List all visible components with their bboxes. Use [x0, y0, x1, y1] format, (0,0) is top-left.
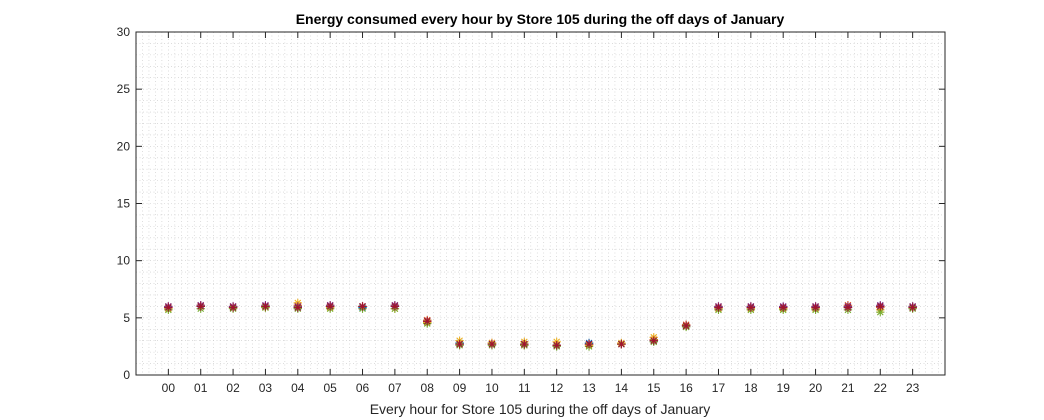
- x-tick-label: 17: [712, 381, 726, 395]
- x-tick-label: 14: [615, 381, 629, 395]
- x-tick-label: 19: [777, 381, 791, 395]
- data-point: [390, 302, 400, 311]
- data-point: [196, 302, 205, 311]
- x-tick-label: 04: [291, 381, 305, 395]
- data-point: [779, 303, 788, 312]
- y-tick-label: 20: [117, 139, 131, 153]
- x-tick-label: 10: [485, 381, 499, 395]
- data-point: [681, 321, 691, 331]
- data-point: [164, 303, 173, 312]
- data-point: [617, 339, 626, 349]
- data-markers: [164, 298, 917, 351]
- x-tick-label: 18: [744, 381, 758, 395]
- x-tick-label: 06: [356, 381, 370, 395]
- data-point: [843, 303, 853, 312]
- x-tick-label: 12: [550, 381, 564, 395]
- data-point: [649, 336, 658, 345]
- y-tick-label: 5: [123, 311, 130, 325]
- x-tick-label: 00: [162, 381, 176, 395]
- axis-ticks: 00 01 02 03 04 05 06 07 08 09 10 11 12 13 14 15 16 17 18 19…: [117, 25, 945, 395]
- data-point: [746, 303, 756, 312]
- series-6: [164, 302, 917, 350]
- x-tick-label: 13: [582, 381, 596, 395]
- data-point: [261, 302, 270, 311]
- x-tick-label: 22: [874, 381, 888, 395]
- x-tick-label: 16: [679, 381, 693, 395]
- data-point: [520, 339, 529, 349]
- data-point: [908, 303, 917, 312]
- y-tick-label: 15: [117, 197, 131, 211]
- data-point: [455, 339, 464, 349]
- x-tick-label: 15: [647, 381, 661, 395]
- x-axis-label: Every hour for Store 105 during the off …: [370, 401, 711, 417]
- y-tick-label: 25: [117, 82, 131, 96]
- x-tick-label: 23: [906, 381, 920, 395]
- data-point: [293, 303, 302, 312]
- y-tick-label: 30: [117, 25, 131, 39]
- x-tick-label: 05: [323, 381, 337, 395]
- data-point: [876, 307, 885, 317]
- x-tick-label: 11: [518, 381, 531, 395]
- x-tick-label: 01: [194, 381, 208, 395]
- data-point: [228, 303, 238, 312]
- x-tick-label: 03: [259, 381, 273, 395]
- data-point: [584, 339, 594, 349]
- data-point: [487, 339, 497, 349]
- data-point: [876, 302, 885, 311]
- y-tick-label: 10: [117, 254, 131, 268]
- data-point: [423, 317, 432, 326]
- data-point: [552, 341, 561, 350]
- data-point: [714, 303, 723, 312]
- x-tick-label: 07: [388, 381, 402, 395]
- y-tick-label: 0: [123, 368, 130, 382]
- data-point: [325, 302, 335, 311]
- x-tick-label: 20: [809, 381, 823, 395]
- data-point: [358, 302, 367, 311]
- x-tick-label: 02: [226, 381, 240, 395]
- x-tick-label: 09: [453, 381, 467, 395]
- grid: [136, 32, 945, 375]
- x-tick-label: 21: [841, 381, 855, 395]
- data-point: [811, 303, 820, 312]
- chart-title: Energy consumed every hour by Store 105 …: [296, 11, 785, 27]
- x-tick-label: 08: [421, 381, 435, 395]
